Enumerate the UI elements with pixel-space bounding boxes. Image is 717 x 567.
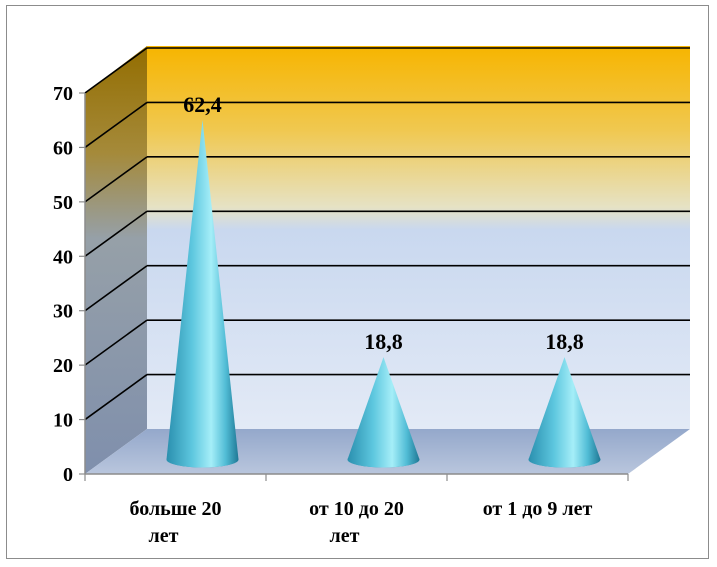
cone-body — [528, 357, 601, 468]
cone-body — [166, 119, 239, 468]
side-wall — [85, 46, 147, 474]
data-labels: 62,4 18,8 18,8 — [183, 92, 584, 354]
gridline-side — [84, 156, 148, 203]
back-wall — [147, 46, 690, 429]
gridline-side — [84, 319, 148, 366]
cones — [166, 119, 601, 468]
category-label: лет — [330, 525, 360, 547]
gridline-side — [84, 101, 148, 149]
category-label: от 1 до 9 лет — [483, 498, 593, 520]
cone-bar — [166, 119, 239, 468]
gridline-side — [84, 210, 148, 257]
gridline-side — [84, 373, 148, 421]
gridline-side — [84, 265, 148, 312]
y-tick-label: 60 — [53, 137, 73, 159]
category-label: от 10 до 20 — [309, 498, 404, 520]
cone-body — [347, 357, 420, 468]
category-labels: больше 20 лет от 10 до 20 лет от 1 до 9 лет — [129, 498, 592, 547]
data-label: 18,8 — [545, 329, 584, 354]
y-tick-label: 10 — [53, 410, 73, 432]
y-tick-label: 70 — [53, 83, 73, 105]
gridline-side — [84, 47, 148, 94]
gridlines — [84, 47, 690, 421]
cone-bar — [347, 357, 420, 468]
data-label: 18,8 — [364, 329, 403, 354]
category-label: больше 20 — [129, 498, 221, 520]
y-tick-label: 30 — [53, 301, 73, 323]
y-tick-label: 50 — [53, 192, 73, 214]
data-label: 62,4 — [183, 92, 222, 117]
y-tick-label: 0 — [63, 464, 73, 486]
category-label: лет — [149, 525, 179, 547]
y-axis-ticks: 0 10 20 30 40 50 60 70 — [53, 83, 629, 486]
y-tick-label: 20 — [53, 355, 73, 377]
y-tick-label: 40 — [53, 246, 73, 268]
cone-bar — [528, 357, 601, 468]
